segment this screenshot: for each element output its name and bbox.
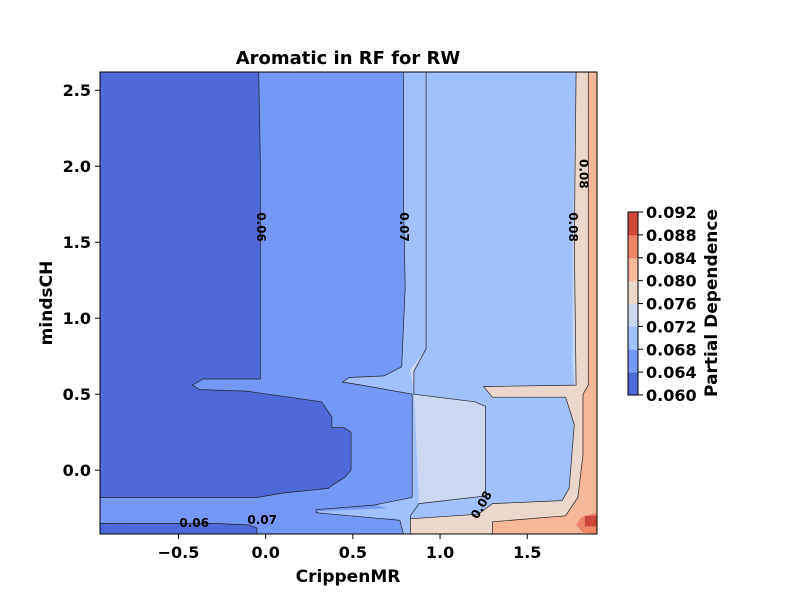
y-tick-label: 2.0 — [63, 157, 91, 176]
contour-fill-layer — [100, 72, 597, 534]
x-tick-label: 0.0 — [251, 543, 279, 562]
colorbar-band — [628, 303, 638, 327]
contour-label-2: 0.08 — [566, 212, 580, 242]
x-tick-label: 1.0 — [426, 543, 454, 562]
y-axis-label: mindsCH — [37, 261, 57, 346]
contour-label-0: 0.06 — [254, 212, 268, 242]
colorbar-label: Partial Dependence — [702, 209, 722, 397]
colorbar-tick-label: 0.064 — [646, 363, 697, 382]
plot-frame — [99, 71, 598, 535]
colorbar-band — [628, 326, 638, 350]
contour-isoline-5 — [100, 523, 258, 534]
y-tick-label: 0.5 — [63, 385, 91, 404]
x-tick-label: 1.5 — [513, 543, 541, 562]
contour-isoline-1 — [315, 72, 413, 534]
colorbar — [627, 211, 639, 396]
colorbar-tick-label: 0.072 — [646, 317, 697, 336]
y-tick-label: 2.5 — [63, 81, 91, 100]
colorbar-tick-label: 0.076 — [646, 295, 697, 314]
contour-region-7 — [100, 72, 352, 498]
contour-region-4 — [492, 72, 597, 534]
colorbar-band — [628, 349, 638, 373]
chart-title: Aromatic in RF for RW — [236, 48, 461, 69]
colorbar-band — [628, 234, 638, 259]
contour-isoline-4 — [492, 72, 589, 534]
y-tick-label: 0.0 — [63, 461, 91, 480]
colorbar-band — [628, 212, 638, 236]
contour-label-5: 0.07 — [247, 513, 277, 527]
contour-region-9 — [100, 497, 399, 524]
colorbar-tick-label: 0.068 — [646, 340, 697, 359]
x-axis-label: CrippenMR — [296, 567, 401, 587]
colorbar-tick-label: 0.092 — [646, 203, 697, 222]
contour-isoline-0 — [100, 72, 352, 498]
contour-region-2 — [410, 72, 597, 534]
colorbar-band — [628, 280, 638, 304]
contour-region-6 — [584, 515, 597, 527]
x-tick-label: 0.5 — [339, 543, 367, 562]
x-axis-ticks: −0.5 0.0 0.5 1.0 1.5 — [158, 534, 541, 562]
contour-isoline-2 — [410, 72, 486, 534]
x-tick-label: −0.5 — [158, 543, 200, 562]
contour-region-3 — [410, 72, 597, 534]
colorbar-tick-label: 0.084 — [646, 249, 697, 268]
colorbar-tick-label: 0.080 — [646, 272, 697, 291]
contour-region-8 — [100, 523, 257, 534]
colorbar-tick-label: 0.060 — [646, 386, 697, 405]
contour-isoline-3 — [410, 72, 577, 520]
contour-label-4: 0.06 — [179, 516, 209, 530]
y-tick-label: 1.0 — [63, 309, 91, 328]
colorbar-band — [628, 257, 638, 282]
contour-region-1 — [316, 72, 597, 534]
contour-label-3: 0.08 — [577, 159, 591, 189]
colorbar-ticks: 0.060 0.064 0.068 0.072 0.076 0.080 0.084 0.088… — [638, 203, 697, 405]
y-tick-label: 1.5 — [63, 233, 91, 252]
contour-line-layer — [100, 72, 589, 534]
colorbar-tick-label: 0.088 — [646, 226, 697, 245]
y-axis-ticks: 0.0 0.5 1.0 1.5 2.0 2.5 — [63, 81, 100, 480]
colorbar-band — [628, 372, 638, 396]
contour-label-1: 0.07 — [397, 212, 411, 242]
